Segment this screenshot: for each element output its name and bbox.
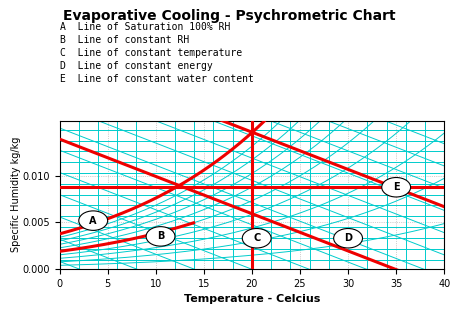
- Text: Evaporative Cooling - Psychrometric Chart: Evaporative Cooling - Psychrometric Char…: [63, 9, 395, 23]
- Text: A  Line of Saturation 100% RH
B  Line of constant RH
C  Line of constant tempera: A Line of Saturation 100% RH B Line of c…: [60, 22, 253, 84]
- Text: E: E: [393, 182, 399, 192]
- Text: B: B: [157, 231, 164, 241]
- Ellipse shape: [242, 229, 271, 248]
- Text: C: C: [253, 233, 260, 243]
- Ellipse shape: [382, 177, 411, 197]
- Ellipse shape: [146, 227, 175, 246]
- Y-axis label: Specific Humidity kg/kg: Specific Humidity kg/kg: [11, 137, 21, 252]
- Ellipse shape: [333, 229, 363, 248]
- Text: D: D: [344, 233, 352, 243]
- Text: A: A: [89, 216, 97, 226]
- X-axis label: Temperature - Celcius: Temperature - Celcius: [184, 294, 320, 304]
- Ellipse shape: [79, 211, 108, 231]
